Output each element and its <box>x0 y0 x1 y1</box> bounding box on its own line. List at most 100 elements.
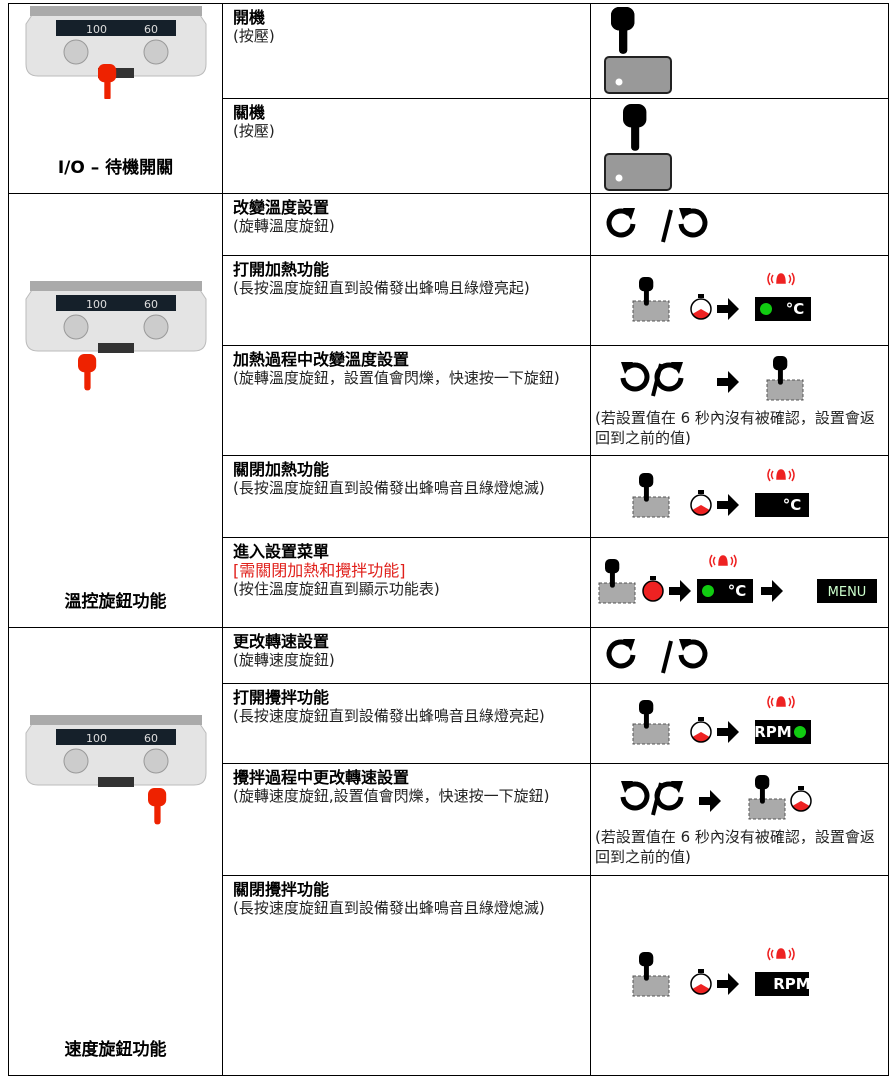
beep-icon <box>709 554 737 567</box>
action-title: 關機 <box>233 103 266 122</box>
section-label: 速度旋鈕功能 <box>64 1040 167 1060</box>
action-title: 改變溫度設置 <box>233 198 330 217</box>
action-icon <box>606 207 708 242</box>
display-text: RPM <box>754 723 791 741</box>
stopwatch-icon <box>790 785 812 812</box>
readout: 100 <box>86 298 107 311</box>
hand-icon <box>639 951 654 981</box>
button-icon <box>748 798 786 819</box>
hand-icon <box>639 276 654 306</box>
table-row: 100 60 速度旋鈕功能 更改轉速設置 (旋轉速度旋鈕) <box>8 627 889 1076</box>
action-desc: (按住溫度旋鈕直到顯示功能表) <box>233 580 440 598</box>
section-cell: 100 60 I/O – 待機開關 <box>8 3 223 194</box>
hand-icon <box>639 699 654 729</box>
hand-icon <box>755 774 770 804</box>
action-desc: (旋轉溫度旋鈕，設置值會閃爍，快速按一下旋鈕) <box>233 369 560 387</box>
action-title: 加熱過程中改變溫度設置 <box>233 350 410 369</box>
action-desc: (長按溫度旋鈕直到設備發出蜂鳴音且綠燈熄滅) <box>233 479 545 497</box>
action-icon <box>606 638 708 673</box>
action-desc: (長按速度旋鈕直到設備發出蜂鳴音且綠燈亮起) <box>233 707 545 725</box>
beep-icon <box>767 947 795 960</box>
rotate-icon <box>620 780 684 815</box>
table-row: 100 60 I/O – 待機開關 開機 (按壓) <box>8 3 889 194</box>
action-cell: 打開攪拌功能 (長按速度旋鈕直到設備發出蜂鳴音且綠燈亮起) <box>222 683 591 764</box>
display-text: °C <box>786 300 805 318</box>
display-text: °C <box>728 582 747 600</box>
action-cell: 關閉加熱功能 (長按溫度旋鈕直到設備發出蜂鳴音且綠燈熄滅) <box>222 455 591 538</box>
function-table: 100 60 I/O – 待機開關 開機 (按壓) 關機 (按壓) 100 60 溫控旋… <box>8 3 889 1076</box>
button-icon <box>632 496 670 517</box>
readout: 60 <box>144 23 158 36</box>
action-desc: (長按速度旋鈕直到設備發出蜂鳴音且綠燈熄滅) <box>233 899 545 917</box>
icon-cell: RPM <box>590 683 889 764</box>
action-cell: 關機 (按壓) <box>222 98 591 194</box>
table-row: 關閉加熱功能 (長按溫度旋鈕直到設備發出蜂鳴音且綠燈熄滅) °C <box>9 455 889 538</box>
icon-cell: °C MENU <box>590 537 889 628</box>
icon-cell: RPM <box>590 875 889 1076</box>
display-icon <box>755 971 809 996</box>
button-icon <box>766 379 804 400</box>
action-icon <box>604 103 672 191</box>
button-icon <box>632 300 670 321</box>
table-row: 攪拌過程中更改轉速設置 (旋轉速度旋鈕,設置值會閃爍，快速按一下旋鈕) (若設置值在… <box>9 763 889 876</box>
action-title: 打開加熱功能 <box>233 260 330 279</box>
device-image: 100 60 <box>25 6 206 99</box>
action-desc: (旋轉速度旋鈕,設置值會閃爍，快速按一下旋鈕) <box>233 787 550 805</box>
arrow-icon <box>699 789 721 812</box>
icon-cell: (若設置值在 6 秒內沒有被確認，設置會返回到之前的值) <box>590 345 889 456</box>
icon-cell <box>590 193 889 256</box>
action-title: 關閉加熱功能 <box>233 460 330 479</box>
arrow-icon <box>669 579 691 602</box>
table-row: 100 60 溫控旋鈕功能 改變溫度設置 (旋轉溫度旋鈕) <box>8 193 889 628</box>
action-cell: 進入設置菜單 [需關閉加熱和攪拌功能] (按住溫度旋鈕直到顯示功能表) <box>222 537 591 628</box>
action-title: 關閉攪拌功能 <box>233 880 330 899</box>
readout: 60 <box>144 732 158 745</box>
table-row: 關閉攪拌功能 (長按速度旋鈕直到設備發出蜂鳴音且綠燈熄滅) RPM <box>9 875 889 1076</box>
arrow-icon <box>717 297 739 320</box>
table-row: 關機 (按壓) <box>9 98 889 194</box>
action-desc: (旋轉速度旋鈕) <box>233 651 335 669</box>
hand-icon <box>773 355 788 385</box>
green-light <box>794 725 806 738</box>
device-image: 100 60 <box>25 715 206 825</box>
display-text: MENU <box>828 585 867 600</box>
rotate-icon <box>606 638 708 673</box>
action-icon <box>620 355 804 400</box>
display-text: RPM <box>773 975 810 993</box>
arrow-icon <box>717 972 739 995</box>
action-cell: 攪拌過程中更改轉速設置 (旋轉速度旋鈕,設置值會閃爍，快速按一下旋鈕) <box>222 763 591 876</box>
hand-icon <box>77 354 96 391</box>
table-row: 進入設置菜單 [需關閉加熱和攪拌功能] (按住溫度旋鈕直到顯示功能表) °C MENU <box>9 537 889 628</box>
readout: 100 <box>86 23 107 36</box>
button-icon <box>632 975 670 996</box>
stopwatch-icon <box>690 716 712 743</box>
button-dot <box>615 174 623 181</box>
device-image: 100 60 <box>25 281 206 391</box>
button-icon <box>598 582 636 603</box>
action-icon: °C <box>632 272 811 321</box>
action-cell: 打開加熱功能 (長按溫度旋鈕直到設備發出蜂鳴且綠燈亮起) <box>222 255 591 346</box>
action-cell: 加熱過程中改變溫度設置 (旋轉溫度旋鈕，設置值會閃爍，快速按一下旋鈕) <box>222 345 591 456</box>
beep-icon <box>767 272 795 285</box>
hand-icon <box>623 103 647 151</box>
arrow-icon <box>761 579 783 602</box>
section-label: 溫控旋鈕功能 <box>64 592 167 612</box>
display-icon <box>755 492 809 517</box>
icon-cell <box>590 98 889 194</box>
hand-icon <box>605 558 620 588</box>
beep-icon <box>767 468 795 481</box>
action-desc: (旋轉溫度旋鈕) <box>233 217 335 235</box>
action-icon <box>620 774 812 819</box>
table-row: 打開攪拌功能 (長按速度旋鈕直到設備發出蜂鳴音且綠燈亮起) RPM <box>9 683 889 764</box>
page: 100 60 I/O – 待機開關 開機 (按壓) 關機 (按壓) 100 60 溫控旋… <box>8 3 889 1076</box>
section-cell: 100 60 速度旋鈕功能 <box>8 627 223 1076</box>
hand-icon <box>97 64 116 99</box>
action-icon: RPM <box>632 947 811 996</box>
arrow-icon <box>717 720 739 743</box>
action-desc: (按壓) <box>233 122 275 140</box>
green-light <box>702 584 714 597</box>
action-cell: 關閉攪拌功能 (長按速度旋鈕直到設備發出蜂鳴音且綠燈熄滅) <box>222 875 591 1076</box>
readout: 100 <box>86 732 107 745</box>
button-icon <box>604 55 672 94</box>
action-title: 進入設置菜單 <box>233 542 330 561</box>
